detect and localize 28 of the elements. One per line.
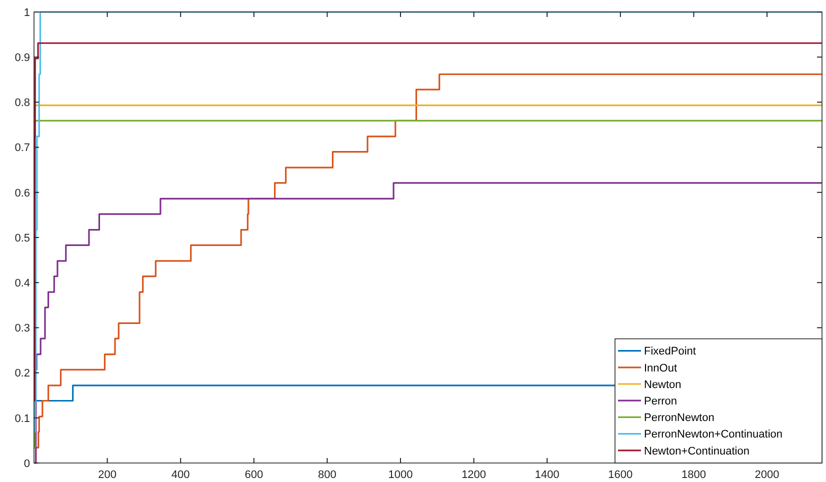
y-tick-label: 0.4 (14, 277, 30, 290)
x-tick-label: 600 (244, 469, 264, 481)
legend-label: PerronNewton (644, 412, 714, 424)
y-tick-label: 0.7 (14, 142, 30, 154)
x-tick-label: 400 (171, 469, 190, 481)
y-tick-label: 0.6 (14, 187, 30, 200)
x-tick-label: 1400 (534, 469, 560, 481)
x-tick-label: 1600 (608, 469, 633, 481)
legend-label: PerronNewton+Continuation (644, 428, 783, 441)
y-tick-label: 0.1 (14, 412, 30, 425)
y-tick-label: 0.5 (14, 232, 30, 244)
legend-label: Newton+Continuation (644, 445, 750, 458)
y-tick-label: 0 (24, 458, 30, 470)
legend-label: Newton (644, 378, 682, 391)
x-tick-label: 1000 (388, 469, 413, 481)
y-tick-label: 0.3 (14, 322, 30, 335)
x-tick-label: 200 (98, 469, 116, 481)
y-tick-label: 0.2 (14, 368, 30, 380)
legend-label: FixedPoint (644, 346, 696, 358)
legend-label: Perron (644, 395, 678, 408)
x-tick-label: 1200 (462, 469, 486, 481)
x-tick-label: 1800 (681, 469, 706, 481)
legend-label: InnOut (644, 362, 678, 374)
y-tick-label: 0.8 (14, 97, 30, 110)
x-tick-label: 2000 (754, 469, 780, 481)
y-tick-label: 0.9 (14, 52, 30, 64)
y-tick-label: 1 (24, 6, 30, 19)
x-tick-label: 800 (318, 469, 336, 481)
